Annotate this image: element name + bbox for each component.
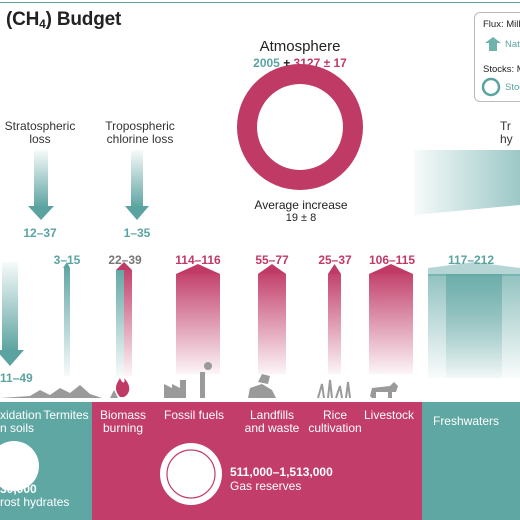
tropospheric-chlorine-loss-value: 1–35 [123,226,151,240]
termites-label: Termites [43,408,89,422]
rice-label: Rice cultivation [308,408,362,435]
gas-reserves-label: Gas reserves [230,479,302,493]
soil-oxidation-value: 11–49 [0,371,33,385]
freshwaters-arrow [428,262,520,378]
stratospheric-loss-value: 12–37 [23,226,57,240]
top-rule [0,2,520,3]
legend-natural-label: Nat [505,39,520,50]
legend-stocks-label: Stocks: M [483,64,520,75]
soil-oxidation-arrow [0,262,24,366]
frost-hydrates-value: 30,000 [0,482,37,496]
stratospheric-loss-label: Stratospheric loss [4,119,76,146]
tropospheric-hydroxyl-label: Tr hy [500,120,513,146]
fossil-fuels-label: Fossil fuels [163,408,225,422]
ground-silhouettes [0,362,398,399]
plus-sign: + [283,56,291,70]
livestock-value: 106–115 [368,253,416,267]
atmosphere-natural-stock: 2005 [253,56,280,70]
tropospheric-chlorine-loss-label: Tropospheric chlorine loss [105,119,175,146]
anthropogenic-ground [92,402,422,520]
rice-arrow [328,264,341,374]
fossil-fuels-arrow [176,264,220,374]
frost-hydrates-circle [0,441,39,491]
biomass-burning-value: 22–39 [108,253,142,267]
soil-oxidation-label: xidation n soils [0,408,42,435]
atmosphere-ring [237,64,363,190]
legend-stocks-item: Stoc [505,82,520,93]
atmosphere-label: Atmosphere [259,38,341,55]
livestock-label: Livestock [363,408,415,422]
biomass-burning-label: Biomass burning [99,408,146,435]
termites-arrow [63,262,70,376]
stock-circle-icon [481,77,501,97]
landfills-arrow [258,264,286,374]
freshwaters-label: Freshwaters [432,414,500,428]
rice-value: 25–37 [318,253,352,267]
fossil-fuels-value: 114–116 [175,253,221,267]
landfills-value: 55–77 [255,253,289,267]
atmosphere-anthropogenic-stock: 3127 ± 17 [293,56,347,70]
stratospheric-loss-arrow [28,150,54,220]
page-title: (CH4) Budget [6,9,122,31]
atmosphere-stock-values: 2005 + 3127 ± 17 [230,56,370,70]
average-increase-label: Average increase [254,198,348,212]
average-increase-value: 19 ± 8 [285,212,317,224]
legend-box: Flux: Milli Nat Stocks: M Stoc [474,12,520,102]
termites-value: 3–15 [53,253,81,267]
gas-reserves-value: 511,000–1,513,000 [230,465,333,479]
frost-hydrates-label: rost hydrates [0,495,70,509]
tropospheric-hydroxyl-arrow [414,150,520,215]
natural-flux-icon [485,37,501,51]
livestock-arrow [369,264,413,374]
legend-flux-label: Flux: Milli [483,19,520,30]
freshwaters-value: 117–212 [447,253,495,267]
gas-reserves-circle [160,443,222,505]
landfills-label: Landfills and waste [244,408,300,435]
biomass-burning-arrow [116,262,132,376]
tropospheric-loss-arrow [125,150,149,220]
natural-ground-right [422,402,520,520]
